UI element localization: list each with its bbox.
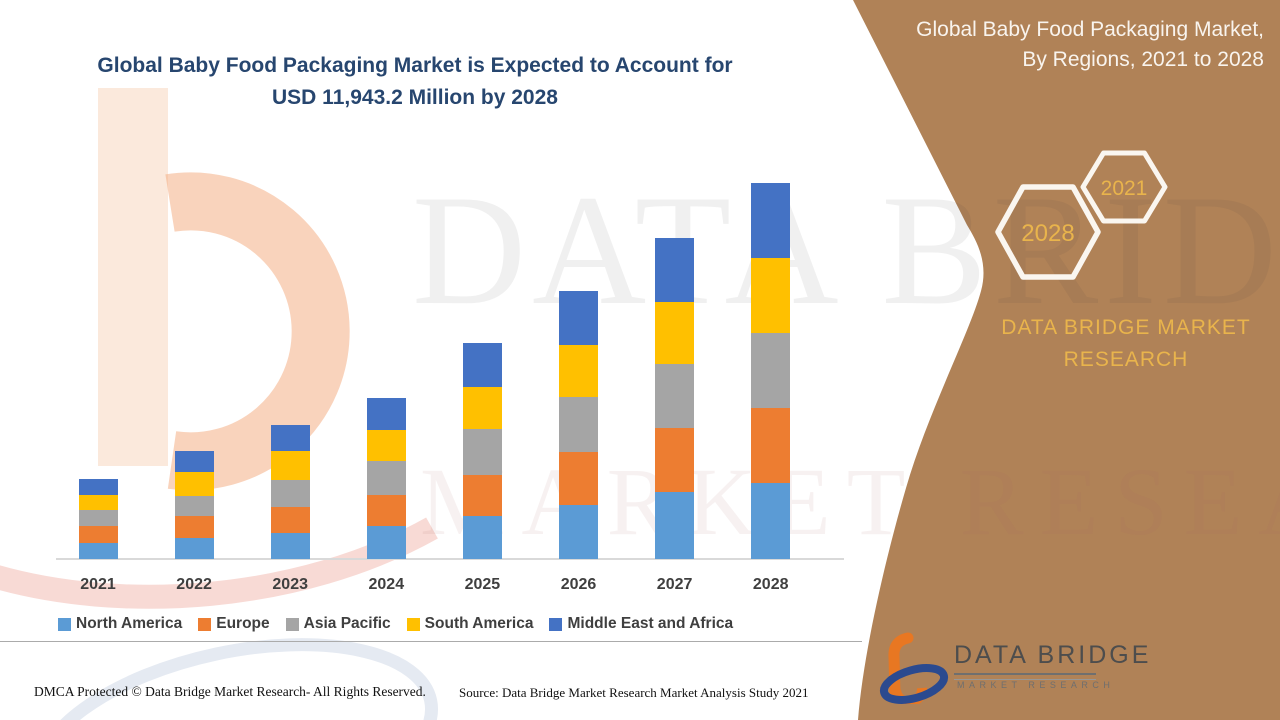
side-panel-heading-line2: By Regions, 2021 to 2028	[1022, 48, 1264, 71]
company-logo-tagline: MARKET RESEARCH	[957, 680, 1115, 690]
bar-2028-south-america	[751, 258, 791, 333]
legend-divider-line	[0, 641, 862, 642]
legend-item-asia-pacific: Asia Pacific	[285, 615, 391, 633]
legend-swatch	[58, 618, 71, 631]
hexagon-2028-label: 2028	[1021, 220, 1074, 247]
bar-2025-north-america	[462, 516, 502, 559]
watermark-b-stem	[98, 88, 168, 466]
brand-text-line2: RESEARCH	[1063, 348, 1189, 371]
page-title: Global Baby Food Packaging Market is Exp…	[62, 50, 768, 114]
legend-swatch	[406, 618, 420, 631]
bar-2022-asia-pacific	[174, 496, 214, 516]
page-title-line2: USD 11,943.2 Million by 2028	[272, 86, 558, 109]
bar-2022-north-america	[174, 538, 214, 559]
legend-label: Asia Pacific	[303, 615, 391, 632]
bar-2024-north-america	[366, 526, 406, 559]
x-axis-label-2026: 2026	[560, 576, 597, 593]
hexagon-2021-label: 2021	[1101, 177, 1148, 200]
legend-label: South America	[424, 615, 534, 632]
x-axis-label-2023: 2023	[272, 576, 308, 593]
x-axis-label-2025: 2025	[464, 576, 501, 593]
side-panel-heading-line1: Global Baby Food Packaging Market,	[916, 18, 1264, 41]
bar-2026-middle-east-and-africa	[559, 291, 598, 345]
x-axis-label-2021: 2021	[80, 576, 116, 593]
footer-dmca-text: DMCA Protected © Data Bridge Market Rese…	[34, 684, 426, 699]
bar-2024-south-america	[366, 430, 406, 461]
bar-2027-asia-pacific	[655, 364, 695, 428]
chart-legend: North America Europe Asia Pacific South Ame…	[58, 615, 733, 633]
bar-2021-asia-pacific	[78, 510, 118, 526]
x-axis-label-2028: 2028	[752, 576, 789, 593]
bar-2021-middle-east-and-africa	[78, 479, 118, 495]
bar-2027-middle-east-and-africa	[655, 238, 695, 302]
legend-label: North America	[76, 615, 183, 632]
legend-item-north-america: North America	[58, 615, 182, 633]
legend-item-europe: Europe	[198, 615, 270, 633]
bar-2028-europe	[751, 408, 791, 483]
bar-2023-south-america	[270, 451, 310, 480]
logo-d-swoosh	[879, 664, 949, 704]
bar-2024-asia-pacific	[366, 461, 406, 495]
watermark-b-bowl	[165, 172, 350, 491]
logo-watermark-left	[0, 88, 439, 720]
x-axis-label-2022: 2022	[176, 576, 212, 593]
bar-2028-middle-east-and-africa	[751, 183, 791, 258]
brand-text-line1: DATA BRIDGE MARKET	[1001, 316, 1251, 339]
bar-2023-europe	[270, 507, 310, 533]
bar-2023-north-america	[270, 533, 310, 559]
bar-2022-middle-east-and-africa	[174, 451, 214, 472]
bar-2021-europe	[78, 526, 118, 543]
legend-swatch	[198, 618, 212, 631]
legend-label: Europe	[216, 615, 270, 632]
bar-2026-asia-pacific	[559, 397, 598, 452]
bar-2024-middle-east-and-africa	[366, 398, 406, 430]
company-logo-icon	[879, 632, 949, 704]
company-logo-underline	[954, 673, 1096, 680]
bar-2028-asia-pacific	[751, 333, 791, 408]
legend-item-middle-east-and-africa: Middle East and Africa	[549, 615, 733, 633]
bar-2027-north-america	[655, 492, 695, 559]
bar-2027-europe	[655, 428, 695, 492]
legend-item-south-america: South America	[406, 615, 534, 633]
plot-area: 2021 2022 2023 2024 2025 2026 2027 2028	[56, 183, 844, 593]
legend-swatch	[285, 618, 299, 631]
legend-label: Middle East and Africa	[567, 615, 734, 632]
company-logo-name: DATA BRIDGE	[954, 641, 1152, 669]
bar-2025-south-america	[462, 387, 502, 429]
bar-2026-europe	[559, 452, 598, 505]
bar-2025-asia-pacific	[462, 429, 502, 475]
watermark-swoosh-blue	[31, 638, 439, 720]
bar-2023-middle-east-and-africa	[270, 425, 310, 451]
bar-2025-europe	[462, 475, 502, 516]
hexagon-2028	[995, 184, 1101, 280]
bar-2024-europe	[366, 495, 406, 526]
bar-2023-asia-pacific	[270, 480, 310, 507]
bar-2028-north-america	[751, 483, 791, 559]
hexagon-2021	[1080, 150, 1168, 224]
bar-2022-europe	[174, 516, 214, 538]
side-panel-heading: Global Baby Food Packaging Market, By Re…	[854, 15, 1264, 75]
bar-2027-south-america	[655, 302, 695, 364]
bar-2022-south-america	[174, 472, 214, 496]
bar-2025-middle-east-and-africa	[462, 343, 502, 387]
bar-2021-south-america	[78, 495, 118, 510]
bar-2026-south-america	[559, 345, 598, 397]
side-panel-background	[853, 0, 1280, 720]
page-title-line1: Global Baby Food Packaging Market is Exp…	[97, 54, 733, 77]
bar-2021-north-america	[78, 543, 118, 559]
company-logo: DATA BRIDGE MARKET RESEARCH	[878, 632, 1268, 712]
footer-source-text: Source: Data Bridge Market Research Mark…	[459, 685, 809, 700]
x-axis-label-2024: 2024	[368, 576, 405, 593]
brand-text: DATA BRIDGE MARKET RESEARCH	[985, 312, 1267, 376]
logo-b-stem	[888, 632, 914, 699]
x-axis-line	[56, 558, 844, 560]
bar-2026-north-america	[559, 505, 598, 559]
legend-swatch	[549, 618, 563, 631]
x-axis-label-2027: 2027	[656, 576, 693, 593]
